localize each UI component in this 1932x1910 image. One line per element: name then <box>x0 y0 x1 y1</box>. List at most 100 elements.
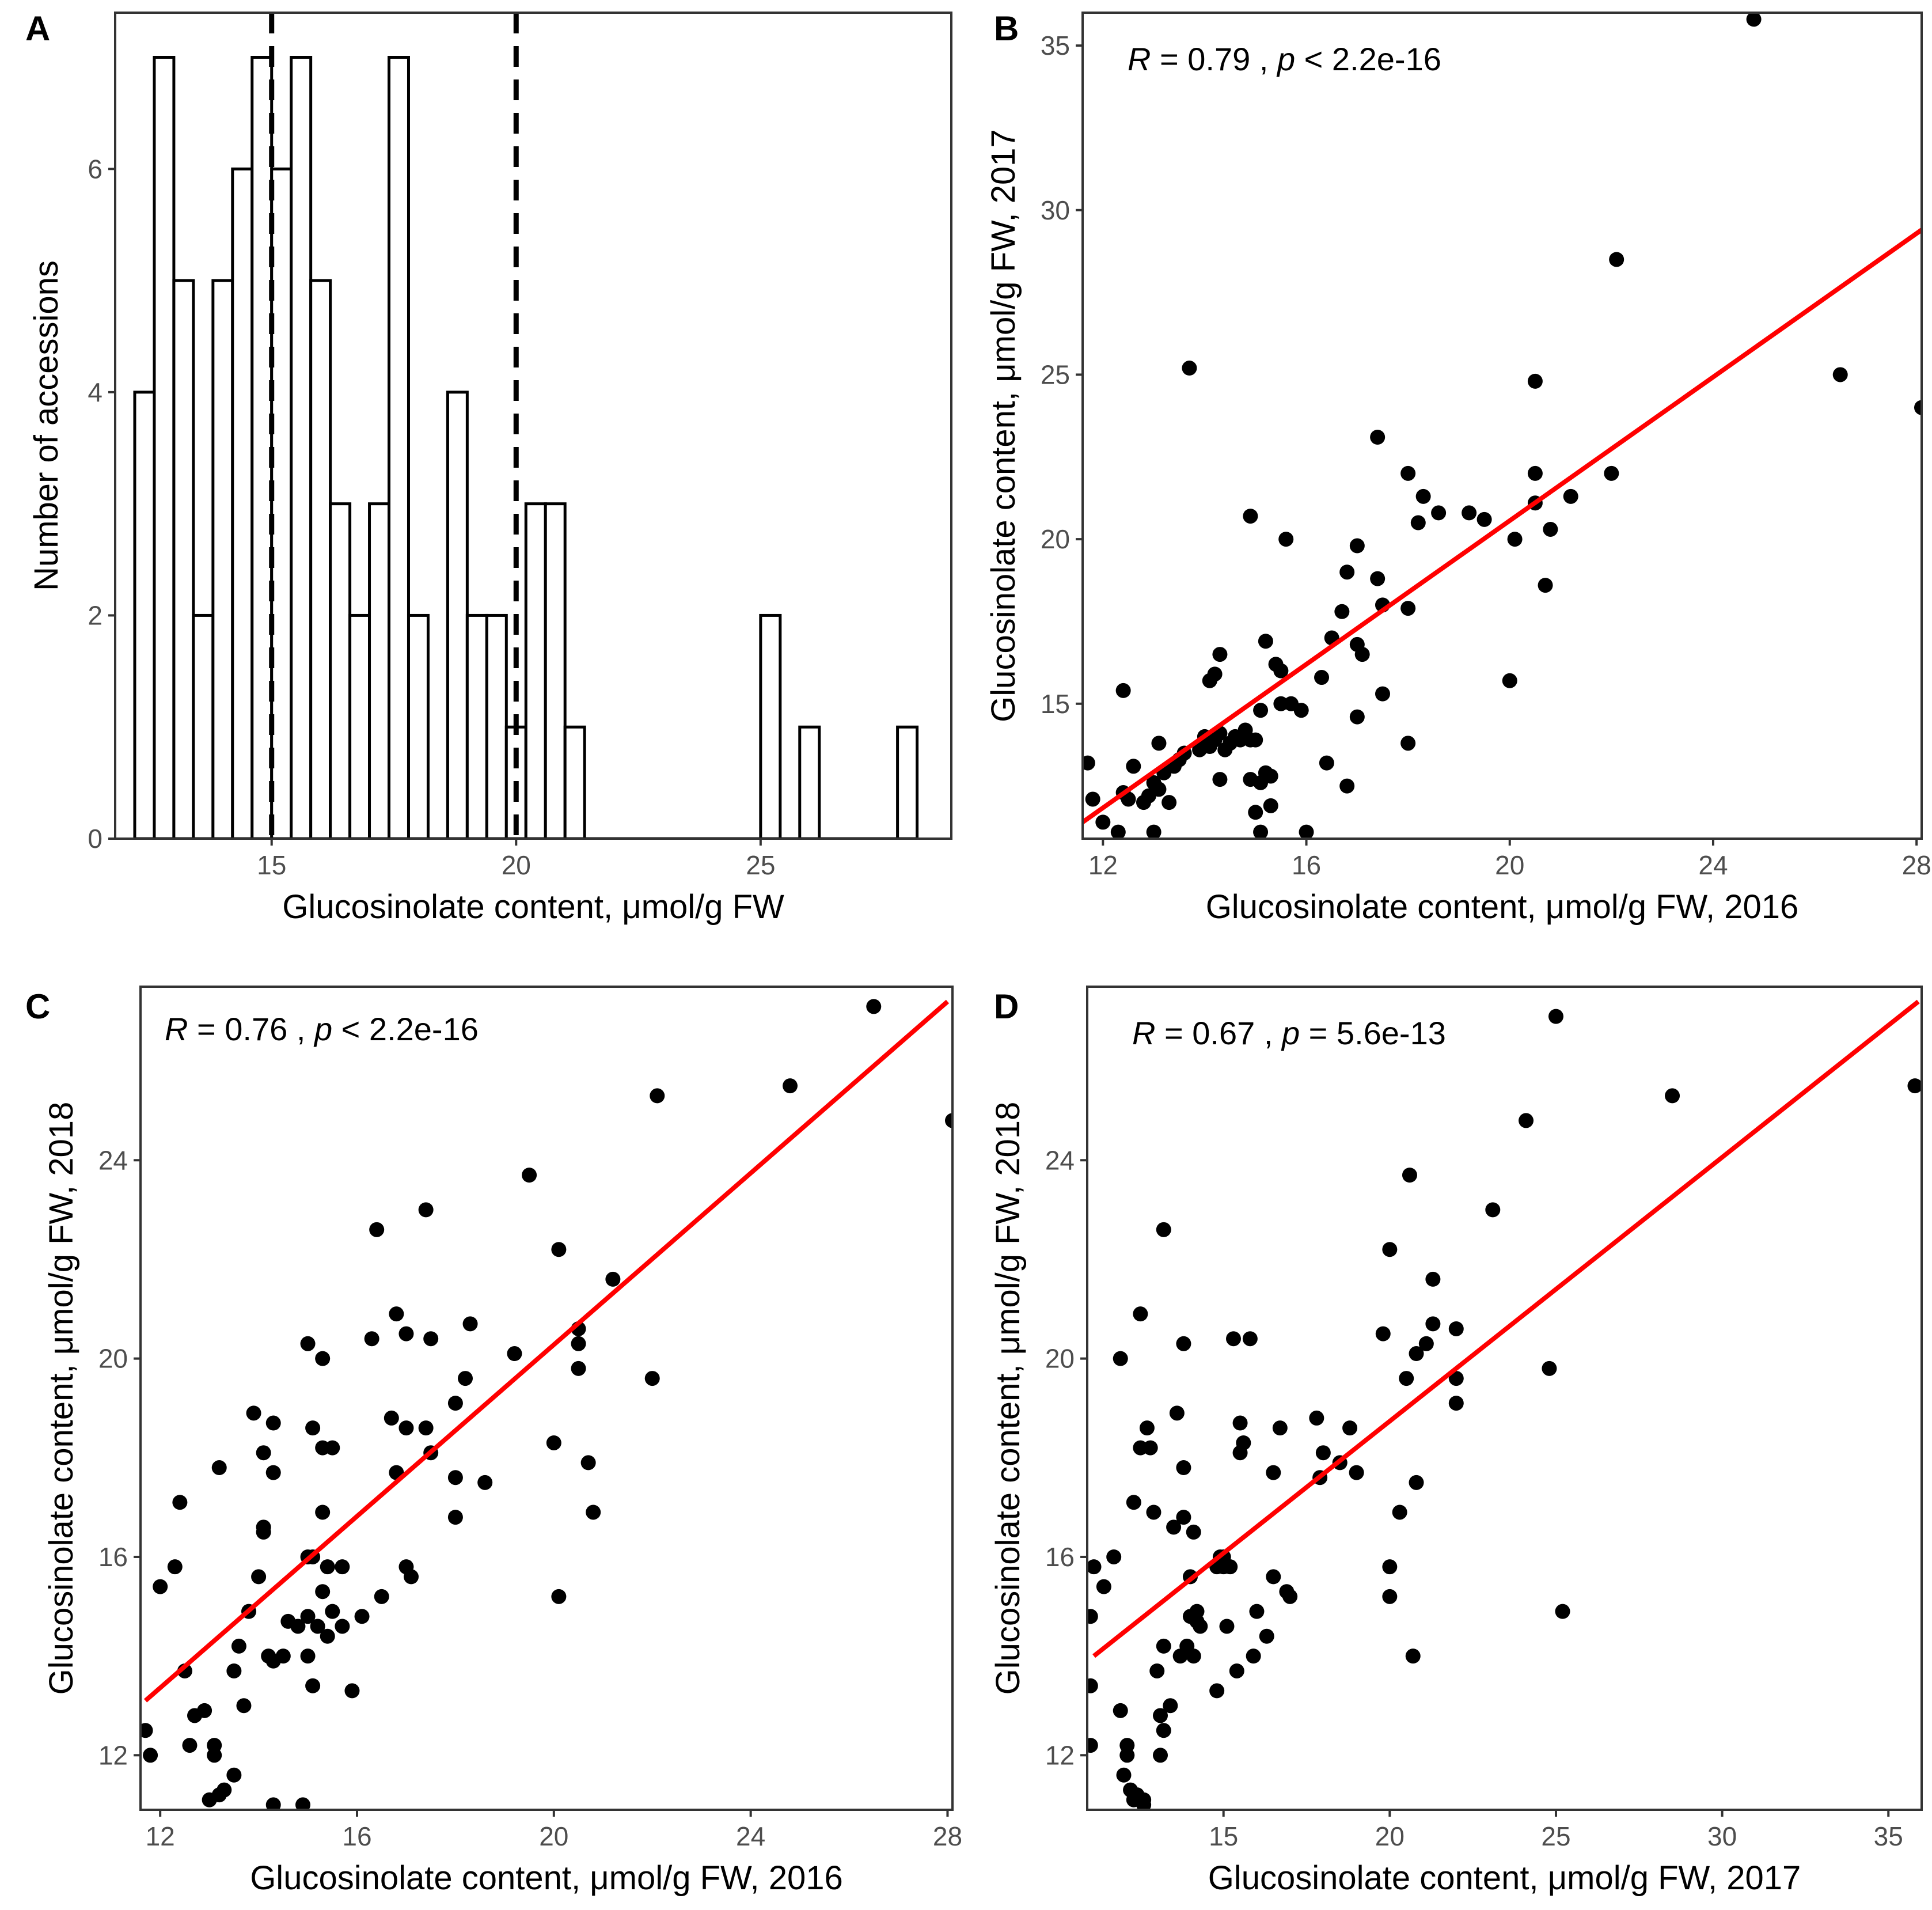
histogram-bar <box>465 613 488 839</box>
correlation-annotation: R = 0.67 , p = 5.6e-13 <box>1132 1015 1446 1051</box>
scatter-point <box>300 1648 316 1664</box>
scatter-point <box>1507 532 1523 547</box>
scatter-point <box>1334 604 1350 619</box>
panel-frame <box>1081 12 1923 840</box>
annotation-symbol: p <box>1281 1015 1300 1051</box>
scatter-point <box>354 1609 370 1624</box>
histogram-bar <box>446 391 469 839</box>
histogram-bar <box>485 613 508 839</box>
scatter-point <box>1266 1569 1281 1585</box>
x-tick-label: 20 <box>1495 850 1524 880</box>
scatter-point <box>265 1465 281 1480</box>
scatter-point <box>1402 1168 1417 1183</box>
scatter-point <box>1106 1549 1122 1564</box>
annotation-symbol: R <box>1132 1015 1155 1051</box>
histogram-bar <box>896 725 919 839</box>
scatter-point <box>153 1579 168 1594</box>
scatter-point <box>447 1470 463 1485</box>
scatter-point <box>1249 1604 1265 1619</box>
scatter-point <box>1542 1361 1557 1376</box>
scatter-point <box>1169 1405 1185 1421</box>
scatter-point <box>1212 647 1228 662</box>
y-axis-title: Glucosinolate content, μmol/g FW, 2017 <box>985 129 1022 722</box>
scatter-point <box>1219 1619 1235 1634</box>
plot-area <box>1083 13 1922 839</box>
scatter-point <box>374 1589 389 1604</box>
scatter-point <box>1375 686 1390 702</box>
scatter-point <box>1163 1698 1178 1714</box>
scatter-point <box>551 1589 567 1604</box>
x-axis-title: Glucosinolate content, μmol/g FW, 2017 <box>1208 1859 1801 1897</box>
annotation-symbol: R <box>1128 41 1151 77</box>
scatter-point <box>320 1628 335 1644</box>
panel-a: A 15 20 25 0 2 4 6 Glucosinolate content, μmol/g… <box>25 9 952 926</box>
scatter-point <box>1087 1738 1098 1753</box>
scatter-point <box>167 1559 183 1575</box>
scatter-point <box>1282 1589 1298 1604</box>
y-tick-label: 2 <box>88 600 103 630</box>
scatter-point <box>310 1619 325 1634</box>
scatter-point <box>1136 1797 1152 1810</box>
scatter-point <box>1242 1331 1258 1347</box>
y-tick-label: 0 <box>88 824 103 854</box>
scatter-point <box>1143 1440 1158 1456</box>
panel-letter: C <box>25 987 50 1026</box>
scatter-point <box>1907 1078 1922 1094</box>
scatter-point <box>1448 1321 1464 1336</box>
histogram-bar <box>231 167 254 839</box>
y-tick-label: 30 <box>1041 195 1070 225</box>
x-tick-label: 20 <box>502 850 531 880</box>
scatter-point <box>586 1504 601 1520</box>
scatter-point <box>580 1455 596 1471</box>
histogram-bar <box>250 56 274 839</box>
scatter-point <box>1392 1504 1407 1520</box>
panel-frame <box>114 12 952 840</box>
scatter-point <box>1246 1648 1261 1664</box>
y-tick-label: 35 <box>1041 31 1070 60</box>
scatter-point <box>1156 1638 1171 1654</box>
scatter-point <box>1462 505 1477 521</box>
scatter-point <box>462 1316 478 1332</box>
scatter-point <box>1139 1420 1155 1436</box>
scatter-point <box>1272 1420 1288 1436</box>
histogram-bar <box>329 502 352 839</box>
annotation-value: < 2.2e-16 <box>1295 41 1441 77</box>
annotation-symbol: R <box>165 1011 188 1047</box>
scatter-point <box>1665 1088 1680 1104</box>
regression-line <box>1092 999 1920 1658</box>
scatter-point <box>1375 1326 1391 1341</box>
y-tick-label: 12 <box>98 1740 128 1770</box>
x-tick-label: 35 <box>1874 1821 1903 1851</box>
scatter-point <box>1382 1589 1398 1604</box>
scatter-point <box>1409 1346 1424 1362</box>
scatter-point <box>1349 538 1365 554</box>
scatter-point <box>1604 465 1619 481</box>
scatter-point <box>1226 1331 1242 1347</box>
regression-line <box>1083 228 1922 824</box>
scatter-point <box>236 1698 252 1714</box>
scatter-point <box>1563 488 1578 504</box>
scatter-point <box>1425 1316 1441 1332</box>
scatter-point <box>325 1440 340 1456</box>
scatter-point <box>1349 1465 1364 1480</box>
scatter-point <box>1176 1336 1191 1351</box>
scatter-point <box>571 1361 586 1376</box>
scatter-point <box>325 1604 340 1619</box>
scatter-point <box>605 1271 621 1287</box>
y-tick-label: 4 <box>88 377 103 407</box>
y-tick-label: 15 <box>1041 689 1070 719</box>
scatter-point <box>1425 1271 1441 1287</box>
scatter-point <box>1248 732 1263 748</box>
scatter-point <box>1156 1723 1171 1738</box>
scatter-point <box>1273 663 1289 679</box>
scatter-point <box>1548 1009 1563 1024</box>
y-tick-label: 20 <box>1041 524 1070 554</box>
histogram-bar <box>563 725 586 839</box>
scatter-point <box>1223 1559 1238 1575</box>
scatter-point <box>1126 759 1141 774</box>
scatter-point <box>507 1346 522 1362</box>
scatter-point <box>1448 1396 1464 1411</box>
x-tick-label: 16 <box>1292 850 1321 880</box>
scatter-point <box>1266 1465 1281 1480</box>
